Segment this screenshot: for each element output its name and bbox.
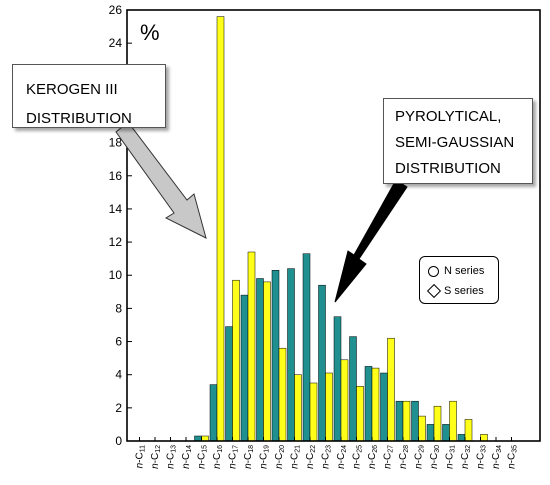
x-tick-label-n-c26: n-C26 bbox=[367, 445, 379, 469]
bar-n-series-n-c19 bbox=[263, 281, 271, 442]
y-tick-label: 4 bbox=[115, 368, 122, 382]
y-tick-label: 16 bbox=[109, 169, 123, 183]
kerogen-arrow bbox=[115, 121, 207, 239]
bar-n-series-n-c18 bbox=[247, 251, 256, 442]
x-tick-label-n-c14: n-C14 bbox=[181, 445, 193, 469]
bar-s-series-n-c28 bbox=[395, 400, 404, 442]
x-tick-label-n-c31: n-C31 bbox=[445, 445, 457, 469]
bar-n-series-n-c22 bbox=[309, 382, 318, 442]
x-tick-label-n-c32: n-C32 bbox=[460, 445, 472, 469]
bars-layer bbox=[194, 16, 488, 442]
bar-s-series-n-c23 bbox=[318, 284, 326, 442]
bar-s-series-n-c17 bbox=[225, 326, 233, 442]
x-tick-label-n-c28: n-C28 bbox=[398, 445, 410, 469]
pyrolytical-callout-line-1: PYROLYTICAL, bbox=[395, 108, 502, 125]
bar-n-series-n-c24 bbox=[340, 359, 349, 442]
bar-s-series-n-c18 bbox=[240, 294, 249, 442]
arrows-layer bbox=[115, 121, 408, 303]
bar-s-series-n-c22 bbox=[302, 253, 311, 442]
pyrolytical-arrow bbox=[334, 179, 408, 303]
legend-item-n-series: N series bbox=[428, 263, 484, 279]
bar-s-series-n-c30 bbox=[426, 424, 435, 442]
y-tick-label: 2 bbox=[115, 401, 122, 415]
y-unit-label: % bbox=[140, 20, 160, 45]
bar-s-series-n-c21 bbox=[287, 268, 295, 442]
bar-n-series-n-c30 bbox=[433, 405, 442, 442]
plot-frame bbox=[126, 9, 541, 442]
x-tick-label-n-c11: n-C11 bbox=[135, 445, 147, 468]
pyrolytical-callout: PYROLYTICAL, SEMI-GAUSSIAN DISTRIBUTION bbox=[383, 98, 533, 184]
y-tick-label: 18 bbox=[109, 136, 123, 150]
x-tick-label-n-c22: n-C22 bbox=[305, 445, 317, 469]
bar-n-series-n-c33 bbox=[480, 434, 488, 442]
bar-s-series-n-c29 bbox=[411, 400, 419, 442]
x-tick-label-n-c16: n-C16 bbox=[212, 445, 224, 469]
y-tick-label: 0 bbox=[115, 434, 122, 448]
y-tick-label: 6 bbox=[115, 335, 122, 349]
x-tick-label-n-c30: n-C30 bbox=[429, 445, 441, 469]
bar-n-series-n-c27 bbox=[387, 337, 395, 442]
bar-n-series-n-c26 bbox=[371, 367, 380, 442]
bar-s-series-n-c32 bbox=[457, 434, 466, 442]
bar-n-series-n-c17 bbox=[232, 279, 240, 442]
x-tick-label-n-c20: n-C20 bbox=[274, 445, 286, 469]
x-tick-label-n-c29: n-C29 bbox=[414, 445, 426, 469]
bar-n-series-n-c16 bbox=[216, 16, 225, 442]
bar-s-series-n-c27 bbox=[380, 372, 388, 442]
x-tick-label-n-c21: n-C21 bbox=[290, 445, 302, 469]
legend-label-n-series: N series bbox=[444, 265, 485, 277]
x-tick-label-n-c19: n-C19 bbox=[259, 445, 271, 469]
bar-n-series-n-c23 bbox=[325, 372, 333, 442]
bar-n-series-n-c31 bbox=[449, 400, 457, 442]
pyrolytical-callout-line-3: DISTRIBUTION bbox=[395, 160, 501, 177]
kerogen-callout: KEROGEN III DISTRIBUTION bbox=[12, 64, 166, 128]
bar-s-series-n-c16 bbox=[209, 384, 218, 442]
legend-swatch-n-series bbox=[428, 265, 439, 277]
bar-s-series-n-c24 bbox=[333, 316, 342, 442]
legend-label-s-series: S series bbox=[444, 285, 484, 297]
y-tick-label: 26 bbox=[109, 3, 123, 17]
x-tick-label-n-c33: n-C33 bbox=[476, 445, 488, 469]
bar-s-series-n-c25 bbox=[349, 336, 357, 442]
x-tick-label-n-c34: n-C34 bbox=[491, 445, 503, 469]
legend-item-s-series: S series bbox=[426, 283, 484, 299]
x-tick-label-n-c18: n-C18 bbox=[243, 445, 255, 469]
x-tick-label-n-c15: n-C15 bbox=[197, 445, 209, 469]
x-tick-label-n-c25: n-C25 bbox=[352, 445, 364, 469]
x-tick-label-n-c13: n-C13 bbox=[166, 445, 178, 469]
y-tick-label: 8 bbox=[115, 301, 122, 315]
bar-s-series-n-c20 bbox=[271, 270, 280, 442]
bar-n-series-n-c28 bbox=[402, 400, 411, 442]
y-tick-label: 14 bbox=[109, 202, 123, 216]
x-tick-label-n-c12: n-C12 bbox=[150, 445, 162, 469]
x-tick-label-n-c24: n-C24 bbox=[336, 445, 348, 469]
bar-s-series-n-c31 bbox=[442, 424, 450, 442]
bar-n-series-n-c20 bbox=[278, 347, 287, 442]
x-tick-label-n-c17: n-C17 bbox=[228, 445, 240, 469]
kerogen-callout-line-1: KEROGEN III bbox=[26, 81, 118, 98]
x-tick-label-n-c35: n-C35 bbox=[507, 445, 519, 469]
bar-s-series-n-c26 bbox=[364, 366, 373, 442]
kerogen-callout-line-2: DISTRIBUTION bbox=[26, 110, 132, 127]
bar-n-series-n-c25 bbox=[356, 386, 364, 442]
x-tick-label-n-c27: n-C27 bbox=[383, 445, 395, 469]
legend-swatch-s-series bbox=[426, 284, 442, 299]
y-tick-label: 10 bbox=[109, 268, 123, 282]
bar-n-series-n-c21 bbox=[294, 374, 302, 442]
y-tick-label: 12 bbox=[109, 235, 123, 249]
bar-s-series-n-c19 bbox=[256, 278, 264, 442]
bar-n-series-n-c32 bbox=[464, 419, 473, 442]
legend: N series S series bbox=[419, 256, 499, 304]
pyrolytical-callout-line-2: SEMI-GAUSSIAN bbox=[395, 134, 515, 151]
y-tick-label: 24 bbox=[109, 36, 123, 50]
x-tick-label-n-c23: n-C23 bbox=[321, 445, 333, 469]
bar-n-series-n-c29 bbox=[418, 415, 426, 442]
